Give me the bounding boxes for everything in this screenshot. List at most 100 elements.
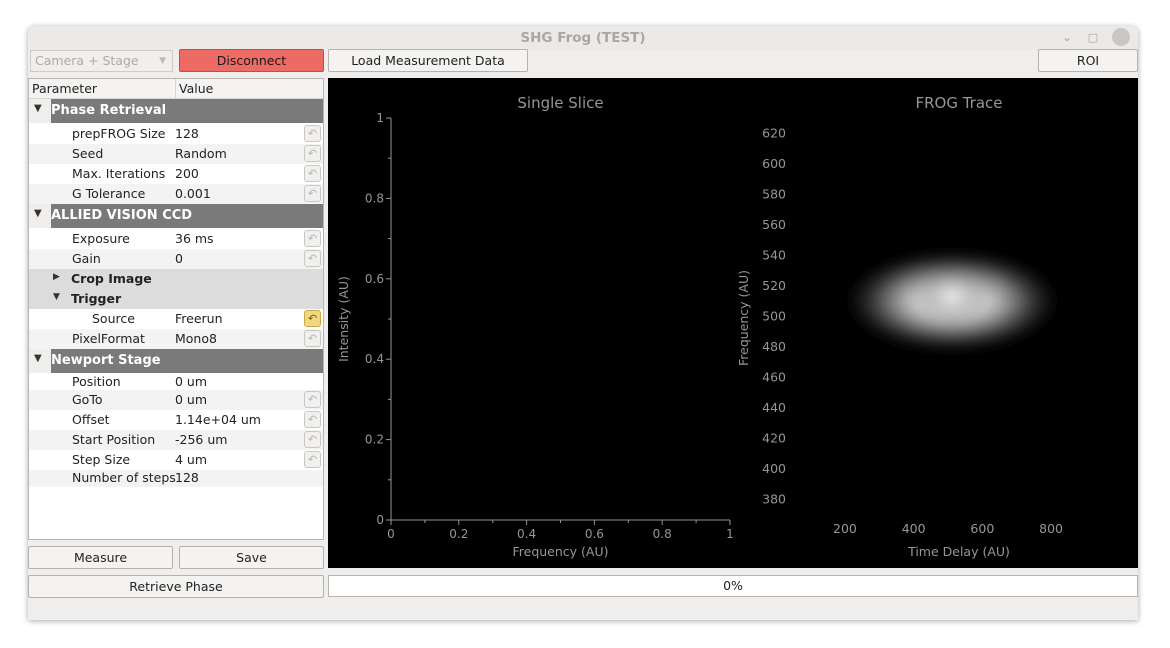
reset-default-icon[interactable]: ↶ <box>304 230 321 247</box>
title-bar: SHG Frog (TEST) ⌄ □ <box>28 26 1138 50</box>
param-label: GoTo <box>72 392 103 407</box>
param-label: Start Position <box>72 432 156 447</box>
expand-caret-icon[interactable]: ▼ <box>34 208 42 219</box>
param-row-number-of-steps: Number of steps 128 <box>29 470 323 487</box>
param-value[interactable]: Mono8 <box>175 331 217 346</box>
expand-caret-icon[interactable]: ▼ <box>34 103 42 114</box>
roi-button[interactable]: ROI <box>1038 49 1138 72</box>
y-tick-label: 0.4 <box>365 352 384 366</box>
param-row-position: Position 0 um <box>29 374 323 391</box>
param-label: Gain <box>72 251 101 266</box>
param-label: prepFROG Size <box>72 126 166 141</box>
param-value[interactable]: Freerun <box>175 311 223 326</box>
reset-default-icon[interactable]: ↶ <box>304 330 321 347</box>
column-header-value[interactable]: Value <box>175 79 213 98</box>
reset-default-icon[interactable]: ↶ <box>304 145 321 162</box>
chart-title: Single Slice <box>517 94 603 112</box>
param-row-max-iterations[interactable]: Max. Iterations 200 ↶ <box>29 164 323 184</box>
y-tick-label: 440 <box>762 400 786 415</box>
param-row-exposure[interactable]: Exposure 36 ms ↶ <box>29 229 323 249</box>
progress-bar: 0% <box>328 575 1138 597</box>
y-tick-label: 1 <box>376 111 384 125</box>
x-tick-label: 200 <box>833 521 857 536</box>
load-measurement-button[interactable]: Load Measurement Data <box>328 49 528 72</box>
x-tick-label: 600 <box>970 521 994 536</box>
reset-default-icon[interactable]: ↶ <box>304 310 321 327</box>
y-tick-label: 0 <box>376 513 384 527</box>
y-tick-label: 560 <box>762 217 786 232</box>
reset-default-icon[interactable]: ↶ <box>304 431 321 448</box>
subgroup-crop-image[interactable]: ▶ Crop Image <box>29 269 323 289</box>
collapsed-caret-icon[interactable]: ▶ <box>53 272 60 282</box>
plot-area[interactable]: Single Slice 0 0.2 0.4 0.6 0.8 1 0 0.2 0.4 0.6 0.8 1… <box>328 78 1138 568</box>
maximize-icon[interactable]: □ <box>1087 31 1099 44</box>
disconnect-button[interactable]: Disconnect <box>179 49 324 72</box>
param-row-start-position[interactable]: Start Position -256 um ↶ <box>29 430 323 450</box>
reset-default-icon[interactable]: ↶ <box>304 165 321 182</box>
y-tick-label: 580 <box>762 186 786 201</box>
param-label: Step Size <box>72 452 131 467</box>
y-tick-label: 380 <box>762 492 786 507</box>
param-value[interactable]: 0.001 <box>175 186 211 201</box>
column-header-parameter[interactable]: Parameter <box>32 81 98 96</box>
minimize-icon[interactable]: ⌄ <box>1062 31 1072 44</box>
measure-button[interactable]: Measure <box>28 546 173 569</box>
param-row-pixelformat[interactable]: PixelFormat Mono8 ↶ <box>29 329 323 349</box>
param-row-gain[interactable]: Gain 0 ↶ <box>29 249 323 269</box>
param-row-g-tolerance[interactable]: G Tolerance 0.001 ↶ <box>29 184 323 204</box>
param-value[interactable]: 1.14e+04 um <box>175 412 261 427</box>
subgroup-trigger[interactable]: ▼ Trigger <box>29 289 323 309</box>
y-tick-label: 0.8 <box>365 191 384 205</box>
param-value[interactable]: 4 um <box>175 452 208 467</box>
close-icon[interactable] <box>1112 28 1130 46</box>
y-tick-label: 400 <box>762 461 786 476</box>
frog-trace-chart: FROG Trace 200 400 600 800 380 400 420 440 460 480… <box>736 94 1063 559</box>
param-label: Seed <box>72 146 104 161</box>
reset-default-icon[interactable]: ↶ <box>304 250 321 267</box>
param-row-goto[interactable]: GoTo 0 um ↶ <box>29 390 323 410</box>
param-value[interactable]: 0 um <box>175 392 208 407</box>
param-label: Number of steps <box>72 470 176 485</box>
param-row-seed[interactable]: Seed Random ↶ <box>29 144 323 164</box>
param-value[interactable]: -256 um <box>175 432 228 447</box>
expand-caret-icon[interactable]: ▼ <box>34 353 42 364</box>
param-value: 0 um <box>175 374 208 389</box>
plot-canvas[interactable]: Single Slice 0 0.2 0.4 0.6 0.8 1 0 0.2 0.4 0.6 0.8 1… <box>328 78 1138 568</box>
param-value[interactable]: Random <box>175 146 227 161</box>
group-allied-vision-ccd[interactable]: ▼ ALLIED VISION CCD <box>29 204 323 228</box>
retrieve-phase-button[interactable]: Retrieve Phase <box>28 575 324 598</box>
param-row-trigger-source[interactable]: Source Freerun ↶ <box>29 309 323 329</box>
param-value[interactable]: 128 <box>175 126 199 141</box>
param-label: Exposure <box>72 231 130 246</box>
y-tick-label: 460 <box>762 370 786 385</box>
x-tick-label: 400 <box>902 521 926 536</box>
param-row-step-size[interactable]: Step Size 4 um ↶ <box>29 450 323 470</box>
source-select[interactable]: Camera + Stage ▼ <box>30 50 173 72</box>
group-phase-retrieval[interactable]: ▼ Phase Retrieval <box>29 99 323 123</box>
param-value[interactable]: 36 ms <box>175 231 214 246</box>
param-row-prepfrog-size[interactable]: prepFROG Size 128 ↶ <box>29 124 323 144</box>
param-value[interactable]: 0 <box>175 251 183 266</box>
y-tick-label: 480 <box>762 339 786 354</box>
chart-title: FROG Trace <box>915 94 1002 112</box>
param-label: PixelFormat <box>72 331 145 346</box>
reset-default-icon[interactable]: ↶ <box>304 451 321 468</box>
x-axis-label: Frequency (AU) <box>512 544 608 559</box>
expand-caret-icon[interactable]: ▼ <box>53 292 60 302</box>
reset-default-icon[interactable]: ↶ <box>304 391 321 408</box>
parameter-tree[interactable]: Parameter Value ▼ Phase Retrieval prepFR… <box>28 78 324 540</box>
reset-default-icon[interactable]: ↶ <box>304 125 321 142</box>
param-value[interactable]: 200 <box>175 166 199 181</box>
y-tick-label: 0.6 <box>365 272 384 286</box>
group-newport-stage[interactable]: ▼ Newport Stage <box>29 349 323 373</box>
x-tick-label: 0.6 <box>585 527 604 541</box>
subgroup-title: Crop Image <box>71 271 152 286</box>
subgroup-title: Trigger <box>71 291 122 306</box>
reset-default-icon[interactable]: ↶ <box>304 411 321 428</box>
y-tick-label: 600 <box>762 156 786 171</box>
param-row-offset[interactable]: Offset 1.14e+04 um ↶ <box>29 410 323 430</box>
y-tick-label: 0.2 <box>365 433 384 447</box>
frog-trace-peak <box>910 264 995 329</box>
reset-default-icon[interactable]: ↶ <box>304 185 321 202</box>
save-button[interactable]: Save <box>179 546 324 569</box>
